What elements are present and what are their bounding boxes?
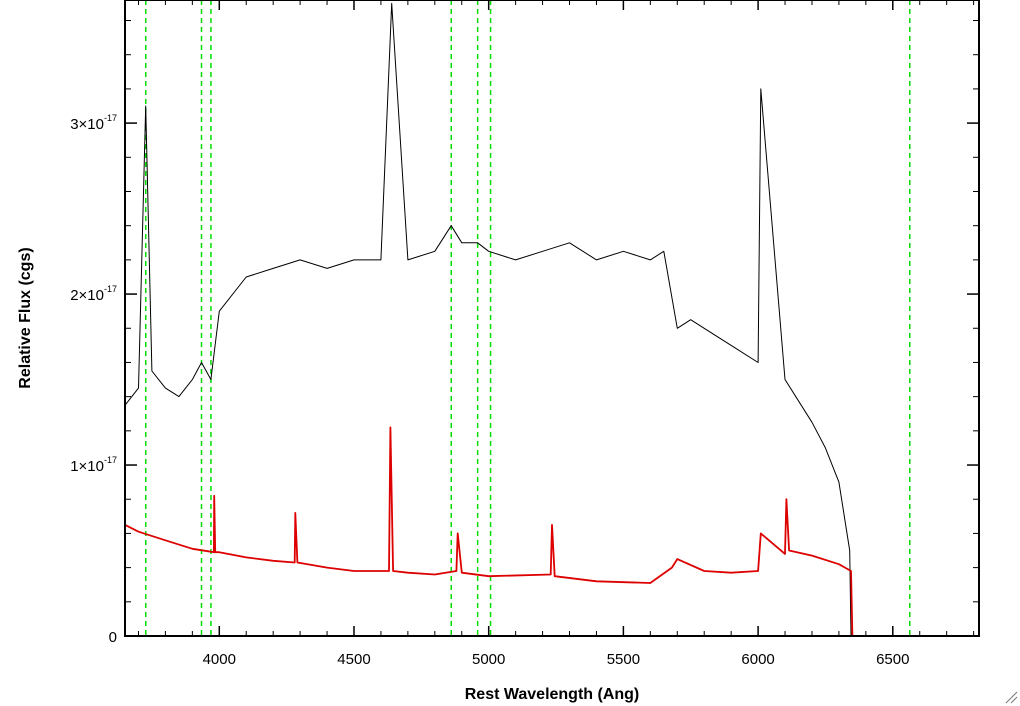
x-tick-label: 6000 <box>741 651 774 668</box>
y-tick-label: 3×10-17 <box>70 113 117 133</box>
resize-grip-icon[interactable] <box>1004 690 1018 704</box>
reference-lines <box>144 0 911 636</box>
y-tick-label: 2×10-17 <box>70 284 117 304</box>
y-axis-title: Relative Flux (cgs) <box>17 247 34 388</box>
x-tick-label: 5000 <box>472 651 505 668</box>
y-tick-label: 1×10-17 <box>70 455 117 475</box>
tick-labels: 4000 4500 5000 5500 6000 6500 0 1×10-17 2×10-17 3… <box>70 113 909 668</box>
plot-frame <box>124 0 980 637</box>
series-line-0 <box>124 2 852 637</box>
series-layer <box>124 2 979 637</box>
x-tick-label: 4000 <box>203 651 236 668</box>
x-axis-title: Rest Wavelength (Ang) <box>465 686 640 703</box>
x-tick-label: 6500 <box>876 651 909 668</box>
x-tick-label: 4500 <box>337 651 370 668</box>
y-tick-label: 0 <box>109 629 117 646</box>
x-tick-label: 5500 <box>607 651 640 668</box>
series-line-1 <box>124 426 979 637</box>
